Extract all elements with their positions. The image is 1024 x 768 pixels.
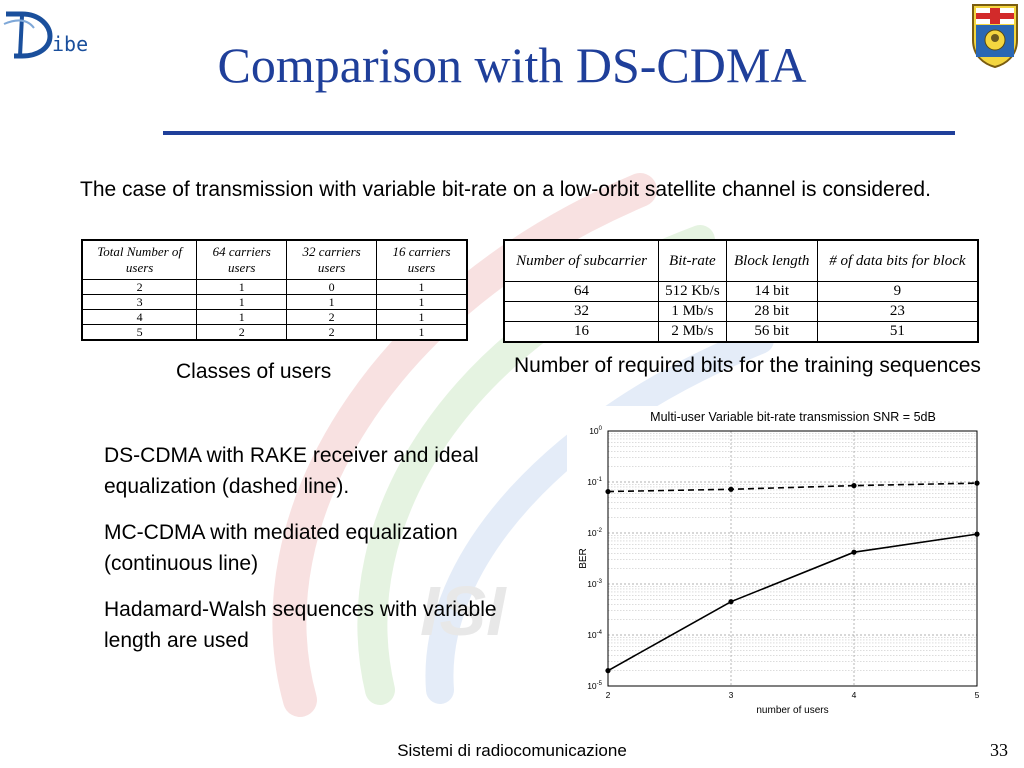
table-row: 5 2 2 1 [81,324,468,341]
svg-text:ISI: ISI [420,572,507,650]
table-row: 64 512 Kb/s 14 bit 9 [503,281,979,302]
table-header-cell: Number of subcarrier [503,239,660,282]
x-tick-label: 3 [729,690,734,700]
table-cell: 2 [196,324,288,341]
data-point [974,531,980,537]
footer-text: Sistemi di radiocomunicazione [397,741,627,760]
series-line-solid [607,533,978,672]
table-cell: 1 [376,279,468,295]
chart-grid [607,430,978,687]
logo-text: ibe [52,32,89,56]
table-cell: 5 [81,324,198,341]
table-row: 2 1 0 1 [81,279,468,295]
x-tick-label: 5 [975,690,980,700]
table-cell: 512 Kb/s [658,281,727,302]
note-paragraph: Hadamard-Walsh sequences with variable l… [104,598,497,652]
table-header-cell: 32 carriers users [286,239,378,280]
table-row: 16 2 Mb/s 56 bit 51 [503,321,979,343]
table-cell: 1 [196,279,288,295]
note-paragraph: MC-CDMA with mediated equalization (cont… [104,521,458,575]
data-point [605,668,611,674]
intro-text: The case of transmission with variable b… [80,178,931,201]
ber-chart: Multi-user Variable bit-rate transmissio… [567,406,987,720]
table-cell: 1 [196,294,288,310]
university-crest-icon [972,4,1018,68]
table-cell: 1 [376,309,468,325]
table-header-row: Number of subcarrier Bit-rate Block leng… [503,239,979,282]
table-header-cell: Block length [725,239,818,282]
data-point [851,549,857,555]
chart-series [605,480,980,674]
table-cell: 2 [286,309,378,325]
table-cell: 32 [503,301,660,322]
table-cell: 4 [81,309,198,325]
table-cell: 16 [503,321,660,343]
plot-area [607,430,978,687]
table-row: 32 1 Mb/s 28 bit 23 [503,301,979,322]
table-header-cell: Total Number of users [81,239,198,280]
table-cell: 1 [286,294,378,310]
series-line-dashed [607,482,978,493]
dibe-logo: ibe [0,4,110,60]
note-paragraph: DS-CDMA with RAKE receiver and ideal equ… [104,444,479,498]
classes-of-users-table: Total Number of users 64 carriers users … [81,239,468,341]
table-cell: 2 [81,279,198,295]
table-row: 3 1 1 1 [81,294,468,310]
chart-axis-ticks: 2 3 4 5 100 10-1 10-2 10-3 10-4 10-5 [587,426,979,700]
table-cell: 14 bit [725,281,818,302]
table-cell: 64 [503,281,660,302]
table-cell: 1 Mb/s [658,301,727,322]
table-header-cell: 64 carriers users [196,239,288,280]
table-row: 4 1 2 1 [81,309,468,325]
data-point [851,482,857,489]
table-cell: 0 [286,279,378,295]
y-tick-label: 10-3 [587,579,602,589]
data-point [605,488,611,495]
ber-chart-svg: Multi-user Variable bit-rate transmissio… [578,410,980,716]
data-point [728,599,734,605]
table-header-cell: 16 carriers users [376,239,468,280]
y-tick-label: 10-4 [587,630,602,640]
page-number: 33 [990,740,1008,760]
x-tick-label: 4 [852,690,857,700]
y-tick-label: 10-5 [587,681,602,691]
table-cell: 3 [81,294,198,310]
users-table-caption: Classes of users [176,360,332,383]
table-cell: 1 [376,324,468,341]
x-axis-label: number of users [756,705,828,716]
title-underline [163,131,955,135]
x-tick-label: 2 [606,690,611,700]
table-cell: 1 [376,294,468,310]
slide-title: Comparison with DS-CDMA [217,37,807,93]
y-axis-label: BER [578,548,589,569]
y-tick-label: 10-1 [587,477,602,487]
table-cell: 28 bit [725,301,818,322]
table-cell: 2 [286,324,378,341]
training-bits-table: Number of subcarrier Bit-rate Block leng… [503,239,979,343]
table-cell: 51 [816,321,979,343]
table-cell: 2 Mb/s [658,321,727,343]
notes-block: DS-CDMA with RAKE receiver and ideal equ… [104,440,524,671]
table-cell: 23 [816,301,979,322]
y-tick-label: 100 [589,426,602,436]
table-header-cell: Bit-rate [658,239,727,282]
table-header-row: Total Number of users 64 carriers users … [81,239,468,280]
data-point [974,480,980,486]
y-tick-label: 10-2 [587,528,602,538]
dibe-logo-mark [3,11,53,59]
chart-title: Multi-user Variable bit-rate transmissio… [650,410,936,424]
data-point [728,486,734,492]
table-cell: 9 [816,281,979,302]
bits-table-caption: Number of required bits for the training… [514,354,981,377]
table-header-cell: # of data bits for block [816,239,979,282]
table-cell: 56 bit [725,321,818,343]
table-cell: 1 [196,309,288,325]
